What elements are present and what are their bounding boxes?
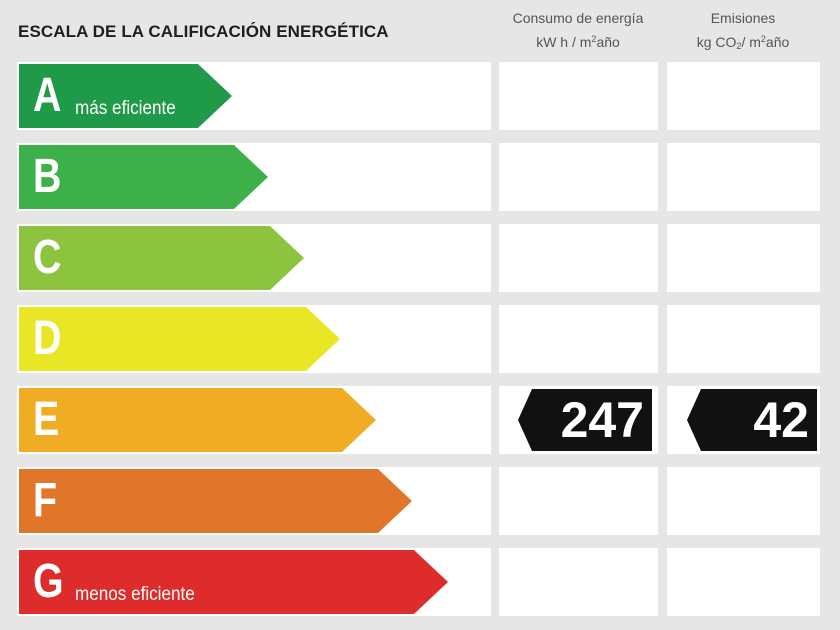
consumption-badge: 247 xyxy=(518,389,652,451)
emissions-cell xyxy=(667,305,820,373)
rating-letter: B xyxy=(33,150,62,203)
rating-letter: C xyxy=(33,231,62,284)
rating-row-f: F xyxy=(17,467,820,535)
consumption-value: 247 xyxy=(560,392,644,448)
rating-letter: F xyxy=(33,474,58,527)
rating-row-d: D xyxy=(17,305,820,373)
page-title: ESCALA DE LA CALIFICACIÓN ENERGÉTICA xyxy=(18,22,389,41)
rating-letter: A xyxy=(33,69,62,122)
rating-row-c: C xyxy=(17,224,820,292)
emissions-cell: 42 xyxy=(667,386,820,454)
rating-row-g: G menos eficiente xyxy=(17,548,820,616)
consumption-header-label: Consumo de energía xyxy=(512,10,644,26)
consumption-cell xyxy=(499,305,658,373)
consumption-unit: kW h / m2año xyxy=(536,34,620,50)
rating-tag: más eficiente xyxy=(75,98,176,119)
rating-letter: E xyxy=(33,393,60,446)
emissions-column-header: Emisiones kg CO2/ m2año xyxy=(667,8,819,57)
emissions-header-label: Emisiones xyxy=(710,10,776,26)
rating-bar-cell: A más eficiente xyxy=(17,62,491,130)
emissions-value: 42 xyxy=(753,392,809,448)
consumption-cell xyxy=(499,548,658,616)
emissions-cell xyxy=(667,548,820,616)
emissions-badge: 42 xyxy=(687,389,817,451)
rating-tag: menos eficiente xyxy=(75,584,195,605)
rating-row-a: A más eficiente xyxy=(17,62,820,130)
consumption-cell xyxy=(499,62,658,130)
rating-bar-cell: E xyxy=(17,386,491,454)
emissions-cell xyxy=(667,467,820,535)
rating-arrow-c: C xyxy=(19,226,304,290)
emissions-unit: kg CO2/ m2año xyxy=(696,34,790,51)
rating-arrow-g: G menos eficiente xyxy=(19,550,448,614)
rating-bar-cell: G menos eficiente xyxy=(17,548,491,616)
emissions-cell xyxy=(667,143,820,211)
rating-arrow-f: F xyxy=(19,469,412,533)
consumption-column-header: Consumo de energía kW h / m2año xyxy=(498,8,658,53)
rating-bar-cell: C xyxy=(17,224,491,292)
consumption-cell xyxy=(499,224,658,292)
rating-arrow-d: D xyxy=(19,307,340,371)
rating-letter: G xyxy=(33,555,64,608)
rating-row-e: E 247 42 xyxy=(17,386,820,454)
consumption-cell xyxy=(499,467,658,535)
rating-arrow-a: A más eficiente xyxy=(19,64,232,128)
rating-bar-cell: D xyxy=(17,305,491,373)
rating-arrow-b: B xyxy=(19,145,268,209)
rating-bar-cell: B xyxy=(17,143,491,211)
emissions-cell xyxy=(667,224,820,292)
consumption-cell xyxy=(499,143,658,211)
emissions-cell xyxy=(667,62,820,130)
rating-bar-cell: F xyxy=(17,467,491,535)
consumption-cell: 247 xyxy=(499,386,658,454)
rating-letter: D xyxy=(33,312,62,365)
rating-arrow-e: E xyxy=(19,388,376,452)
rating-row-b: B xyxy=(17,143,820,211)
